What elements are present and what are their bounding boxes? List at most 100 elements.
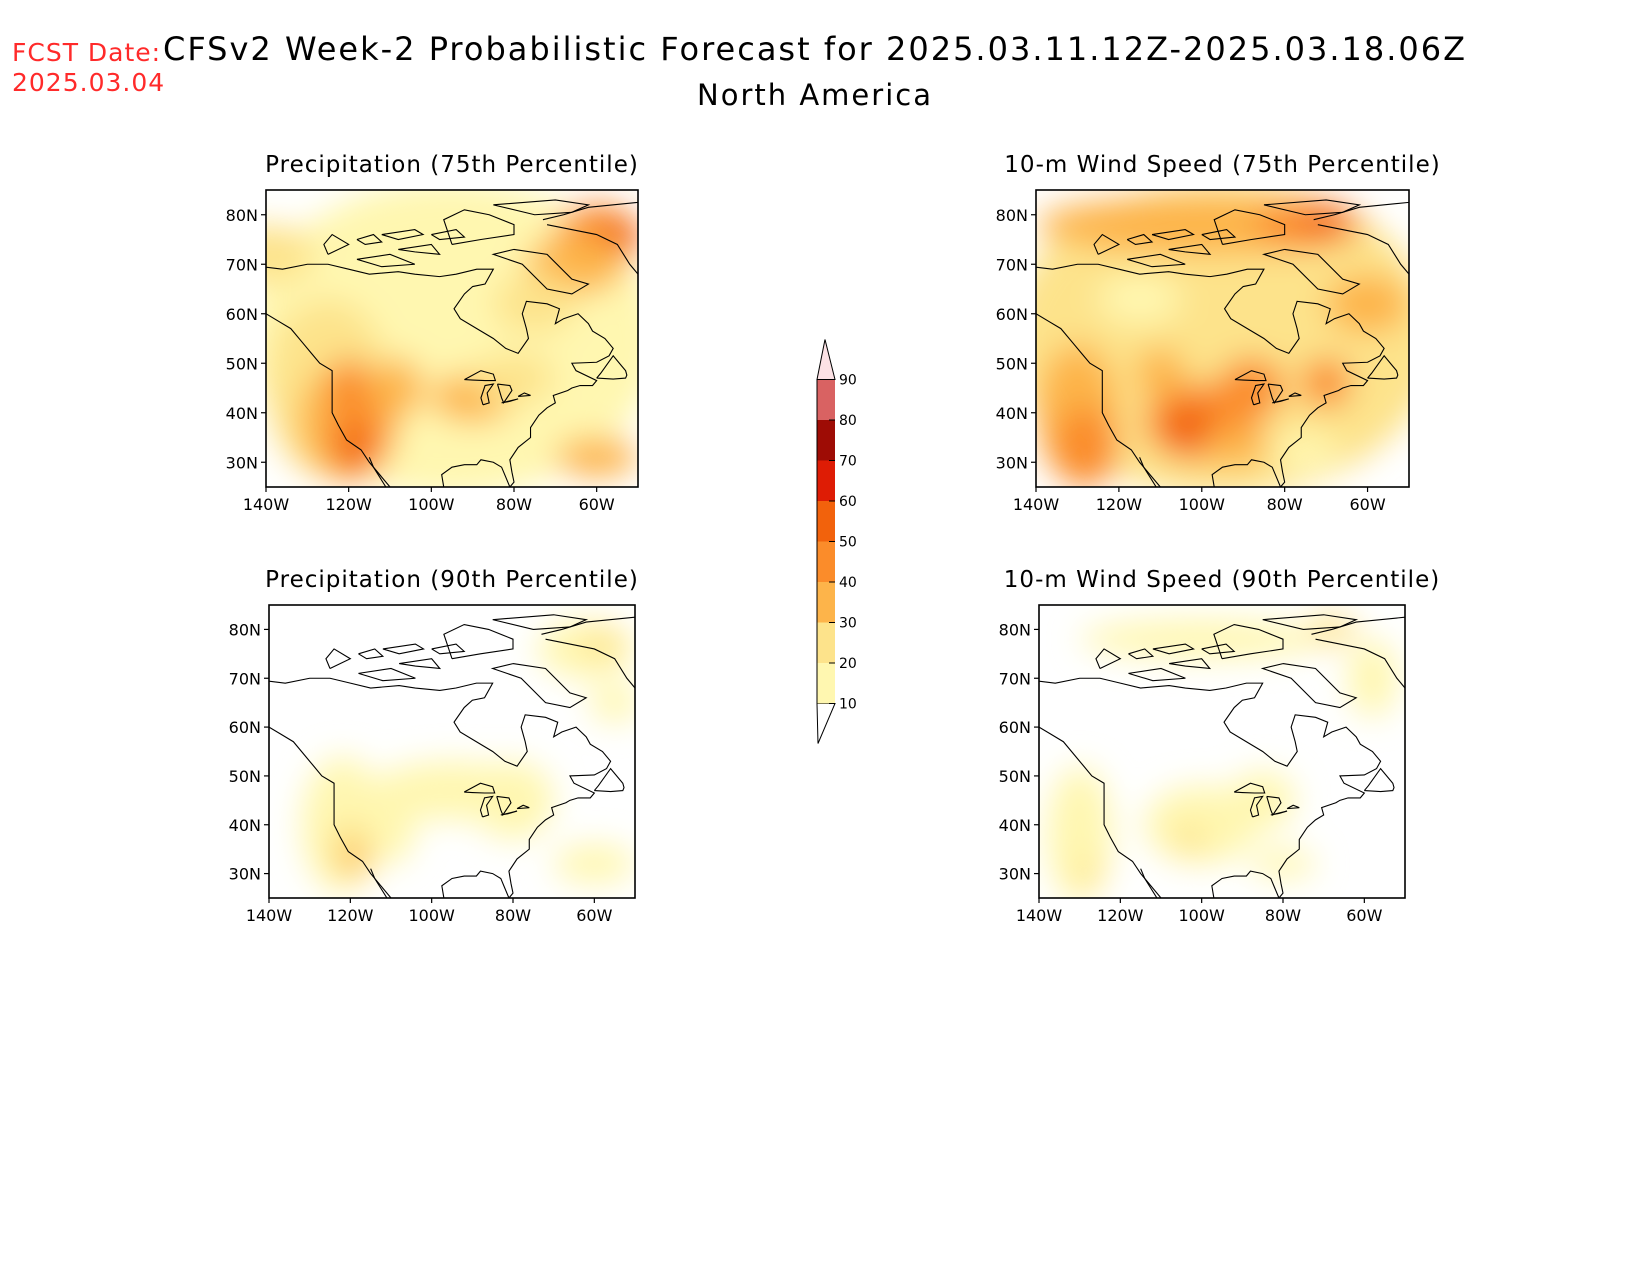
probability-area <box>1201 427 1269 468</box>
island-outline <box>443 209 515 245</box>
coastline-segment <box>1140 868 1158 898</box>
island-outline <box>1093 233 1121 255</box>
lat-tick-label: 80N <box>229 620 261 639</box>
lat-tick-label: 70N <box>226 255 258 274</box>
coastline-segment <box>1288 392 1302 397</box>
coastline-segment <box>1234 370 1267 382</box>
lon-tick-label: 60W <box>576 906 612 925</box>
island-outline <box>1128 648 1155 660</box>
forecast-date-label: FCST Date: <box>12 38 162 67</box>
probability-area <box>582 629 623 659</box>
colorbar-segment <box>817 622 835 663</box>
coastline-segment <box>464 370 497 382</box>
lat-tick-label: 50N <box>229 767 261 786</box>
shaded-field <box>1047 614 1397 898</box>
lat-tick-label: 60N <box>999 718 1031 737</box>
probability-area <box>1052 407 1119 487</box>
probability-area <box>1173 824 1206 855</box>
lat-tick-label: 50N <box>226 354 258 373</box>
lat-tick-label: 30N <box>996 453 1028 472</box>
lat-tick-label: 50N <box>996 354 1028 373</box>
lat-tick-label: 80N <box>996 206 1028 225</box>
map-panel-precip90: Precipitation (90th Percentile) 140W 120W 1… <box>229 567 639 925</box>
coastline <box>1039 614 1405 898</box>
map-panel-wind75: 10-m Wind Speed (75th Percentile) 140W 120… <box>996 152 1440 514</box>
probability-area <box>472 353 556 403</box>
coastline-segment <box>1313 201 1409 221</box>
coastline-segment <box>496 383 513 405</box>
lat-tick-label: 30N <box>229 865 261 884</box>
colorbar-segment <box>817 379 835 420</box>
island-outline <box>431 229 466 241</box>
probability-area <box>493 274 576 334</box>
probability-area <box>553 844 635 884</box>
lat-tick-label: 60N <box>229 718 261 737</box>
island-outline <box>1128 667 1186 682</box>
lon-tick-label: 120W <box>1096 495 1143 514</box>
probability-area <box>1036 190 1409 487</box>
probability-area <box>1301 358 1351 408</box>
island-outline <box>398 243 441 256</box>
lon-tick-label: 60W <box>579 495 615 514</box>
island-outline <box>1213 623 1284 660</box>
island-outline <box>325 648 352 669</box>
panel-title: Precipitation (90th Percentile) <box>265 567 639 593</box>
colorbar-segment <box>817 460 835 501</box>
lat-tick-label: 80N <box>999 620 1031 639</box>
probability-area <box>1144 785 1259 864</box>
probability-area <box>1164 402 1215 453</box>
coastline-segment <box>368 457 387 487</box>
island-outline <box>1169 658 1212 670</box>
shaded-field <box>301 619 635 894</box>
lat-tick-label: 60N <box>996 305 1028 324</box>
lon-tick-label: 80W <box>1267 495 1303 514</box>
lon-tick-label: 80W <box>496 495 532 514</box>
colorbar-label: 30 <box>839 616 857 632</box>
coastline-segment <box>1311 616 1405 635</box>
colorbar-label: 40 <box>839 575 857 591</box>
colorbar-segment <box>817 663 835 704</box>
lat-tick-label: 70N <box>229 669 261 688</box>
coastline-segment <box>1267 383 1284 405</box>
coastline-segment <box>501 398 519 404</box>
coastline <box>266 199 638 487</box>
colorbar-label: 10 <box>839 697 857 713</box>
coastline-segment <box>479 795 494 818</box>
colorbar-label: 90 <box>839 373 857 389</box>
probability-area <box>1135 348 1186 398</box>
coastline-segment <box>266 263 614 487</box>
island-outline <box>492 614 589 630</box>
coastline-segment <box>463 782 496 794</box>
coastline-segment <box>1036 263 1385 487</box>
shaded-field <box>1036 190 1409 487</box>
island-outline <box>1201 643 1236 655</box>
colorbar: 10 20 30 40 50 60 70 80 90 <box>816 339 857 744</box>
probability-area <box>1218 358 1285 418</box>
coastline-segment <box>269 677 612 898</box>
lon-tick-label: 120W <box>325 495 372 514</box>
island-outline <box>493 199 591 216</box>
probability-area <box>274 313 341 364</box>
island-outline <box>356 233 383 246</box>
colorbar-triangle-low <box>816 703 836 744</box>
lon-tick-label: 140W <box>1013 495 1060 514</box>
island-outline <box>323 233 350 255</box>
coastline-segment <box>1250 383 1266 406</box>
coastline-segment <box>370 868 388 898</box>
panel-title: 10-m Wind Speed (75th Percentile) <box>1004 152 1440 178</box>
lat-tick-label: 60N <box>226 305 258 324</box>
coastline <box>1036 199 1409 487</box>
island-outline <box>1262 614 1359 630</box>
panel-title: Precipitation (75th Percentile) <box>265 152 639 178</box>
coastline-segment <box>1036 313 1161 487</box>
coastline-segment <box>1039 726 1162 898</box>
island-outline <box>545 638 635 689</box>
lat-tick-label: 70N <box>999 669 1031 688</box>
probability-area <box>590 683 635 723</box>
shaded-field <box>266 190 638 487</box>
colorbar-label: 80 <box>839 413 857 429</box>
colorbar-segment <box>817 420 835 461</box>
probability-area <box>348 190 531 225</box>
coastline-segment <box>1039 677 1382 898</box>
